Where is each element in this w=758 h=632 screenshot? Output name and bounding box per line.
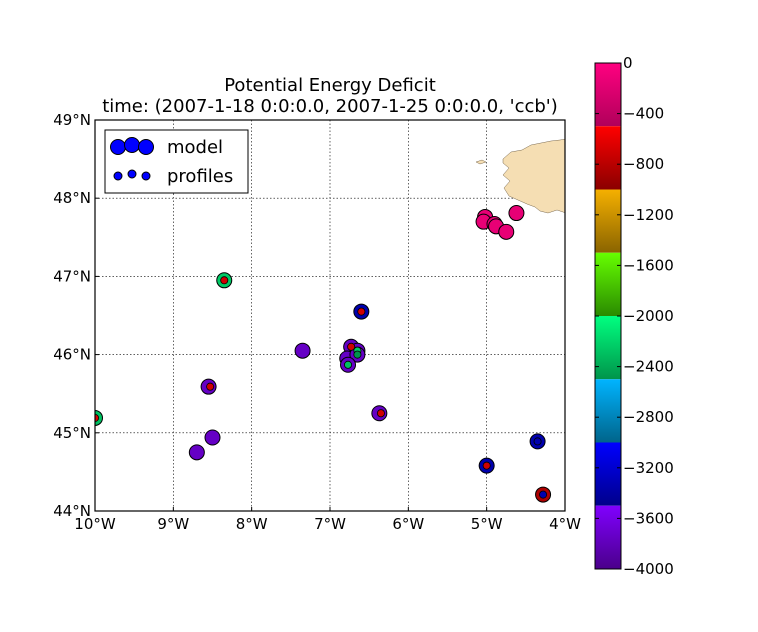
legend-model-marker-2 <box>124 137 140 153</box>
colorbar-band-3 <box>595 252 621 316</box>
x-tick-label: 8°W <box>236 515 268 533</box>
model-point-20 <box>498 223 515 240</box>
profiles-point-2 <box>206 382 215 391</box>
x-tick-label: 6°W <box>392 515 424 533</box>
x-axis-ticks: 10°W 9°W 8°W 7°W 6°W 5°W 4°W <box>74 507 581 533</box>
y-tick-label: 44°N <box>53 502 91 520</box>
model-point-5 <box>294 342 311 359</box>
y-tick-label: 47°N <box>53 267 91 285</box>
chart-title: Potential Energy Deficit <box>224 75 436 96</box>
data-markers <box>95 205 552 503</box>
profiles-point-10 <box>533 437 542 446</box>
legend-model-marker-1 <box>110 139 126 155</box>
colorbar-bands <box>595 63 621 569</box>
colorbar-band-4 <box>595 316 621 380</box>
colorbar-band-2 <box>595 189 621 253</box>
coastline-brittany <box>502 138 565 214</box>
profiles-point-4 <box>347 342 356 351</box>
colorbar-tick-label: −3600 <box>623 509 674 527</box>
x-tick-label: 4°W <box>549 515 581 533</box>
legend-profiles-marker-1 <box>113 171 123 181</box>
colorbar-tick-label: −1200 <box>623 206 674 224</box>
profiles-point-8 <box>376 409 385 418</box>
x-tick-label: 9°W <box>157 515 189 533</box>
colorbar-band-6 <box>595 442 621 506</box>
colorbar-tick-label: −2400 <box>623 358 674 376</box>
y-tick-label: 45°N <box>53 424 91 442</box>
colorbar-band-7 <box>595 505 621 569</box>
x-tick-label: 7°W <box>314 515 346 533</box>
profiles-point-3 <box>357 307 366 316</box>
model-point-3 <box>204 429 221 446</box>
legend-model-marker-3 <box>138 139 154 155</box>
x-tick-label: 5°W <box>471 515 503 533</box>
colorbar-ticks: 0 −400 −800 −1200 −1600 −2000 −2400 −2800 −3200 −… <box>595 54 674 578</box>
colorbar-tick-label: −3200 <box>623 459 674 477</box>
profiles-point-7 <box>344 360 353 369</box>
colorbar-band-5 <box>595 379 621 443</box>
y-tick-label: 46°N <box>53 346 91 364</box>
legend-model-label: model <box>167 137 223 158</box>
profiles-point-11 <box>539 490 548 499</box>
profiles-point-1 <box>220 276 229 285</box>
grid-lines <box>95 120 565 511</box>
model-point-4 <box>188 444 205 461</box>
colorbar-tick-label: 0 <box>623 54 633 72</box>
colorbar-tick-label: −400 <box>623 105 664 123</box>
x-tick-label: 10°W <box>74 515 116 533</box>
legend-profiles-label: profiles <box>167 166 233 187</box>
legend: model profiles <box>104 129 249 194</box>
colorbar-tick-label: −2800 <box>623 408 674 426</box>
colorbar-tick-label: −1600 <box>623 256 674 274</box>
profiles-point-6 <box>353 350 362 359</box>
y-tick-label: 48°N <box>53 189 91 207</box>
colorbar-tick-label: −4000 <box>623 560 674 578</box>
colorbar: 0 −400 −800 −1200 −1600 −2000 −2400 −2800 −3200 −… <box>594 54 674 578</box>
y-tick-label: 49°N <box>53 111 91 129</box>
y-axis-ticks: 44°N 45°N 46°N 47°N 48°N 49°N <box>53 111 99 520</box>
colorbar-band-1 <box>595 126 621 190</box>
colorbar-tick-label: −2000 <box>623 307 674 325</box>
model-point-21 <box>508 205 525 222</box>
legend-profiles-marker-2 <box>127 169 137 179</box>
legend-profiles-marker-3 <box>141 171 151 181</box>
coastline-islet <box>475 159 487 165</box>
chart-subtitle: time: (2007-1-18 0:0:0.0, 2007-1-25 0:0:… <box>102 96 558 117</box>
profiles-point-9 <box>482 461 491 470</box>
colorbar-tick-label: −800 <box>623 155 664 173</box>
colorbar-band-0 <box>595 63 621 127</box>
